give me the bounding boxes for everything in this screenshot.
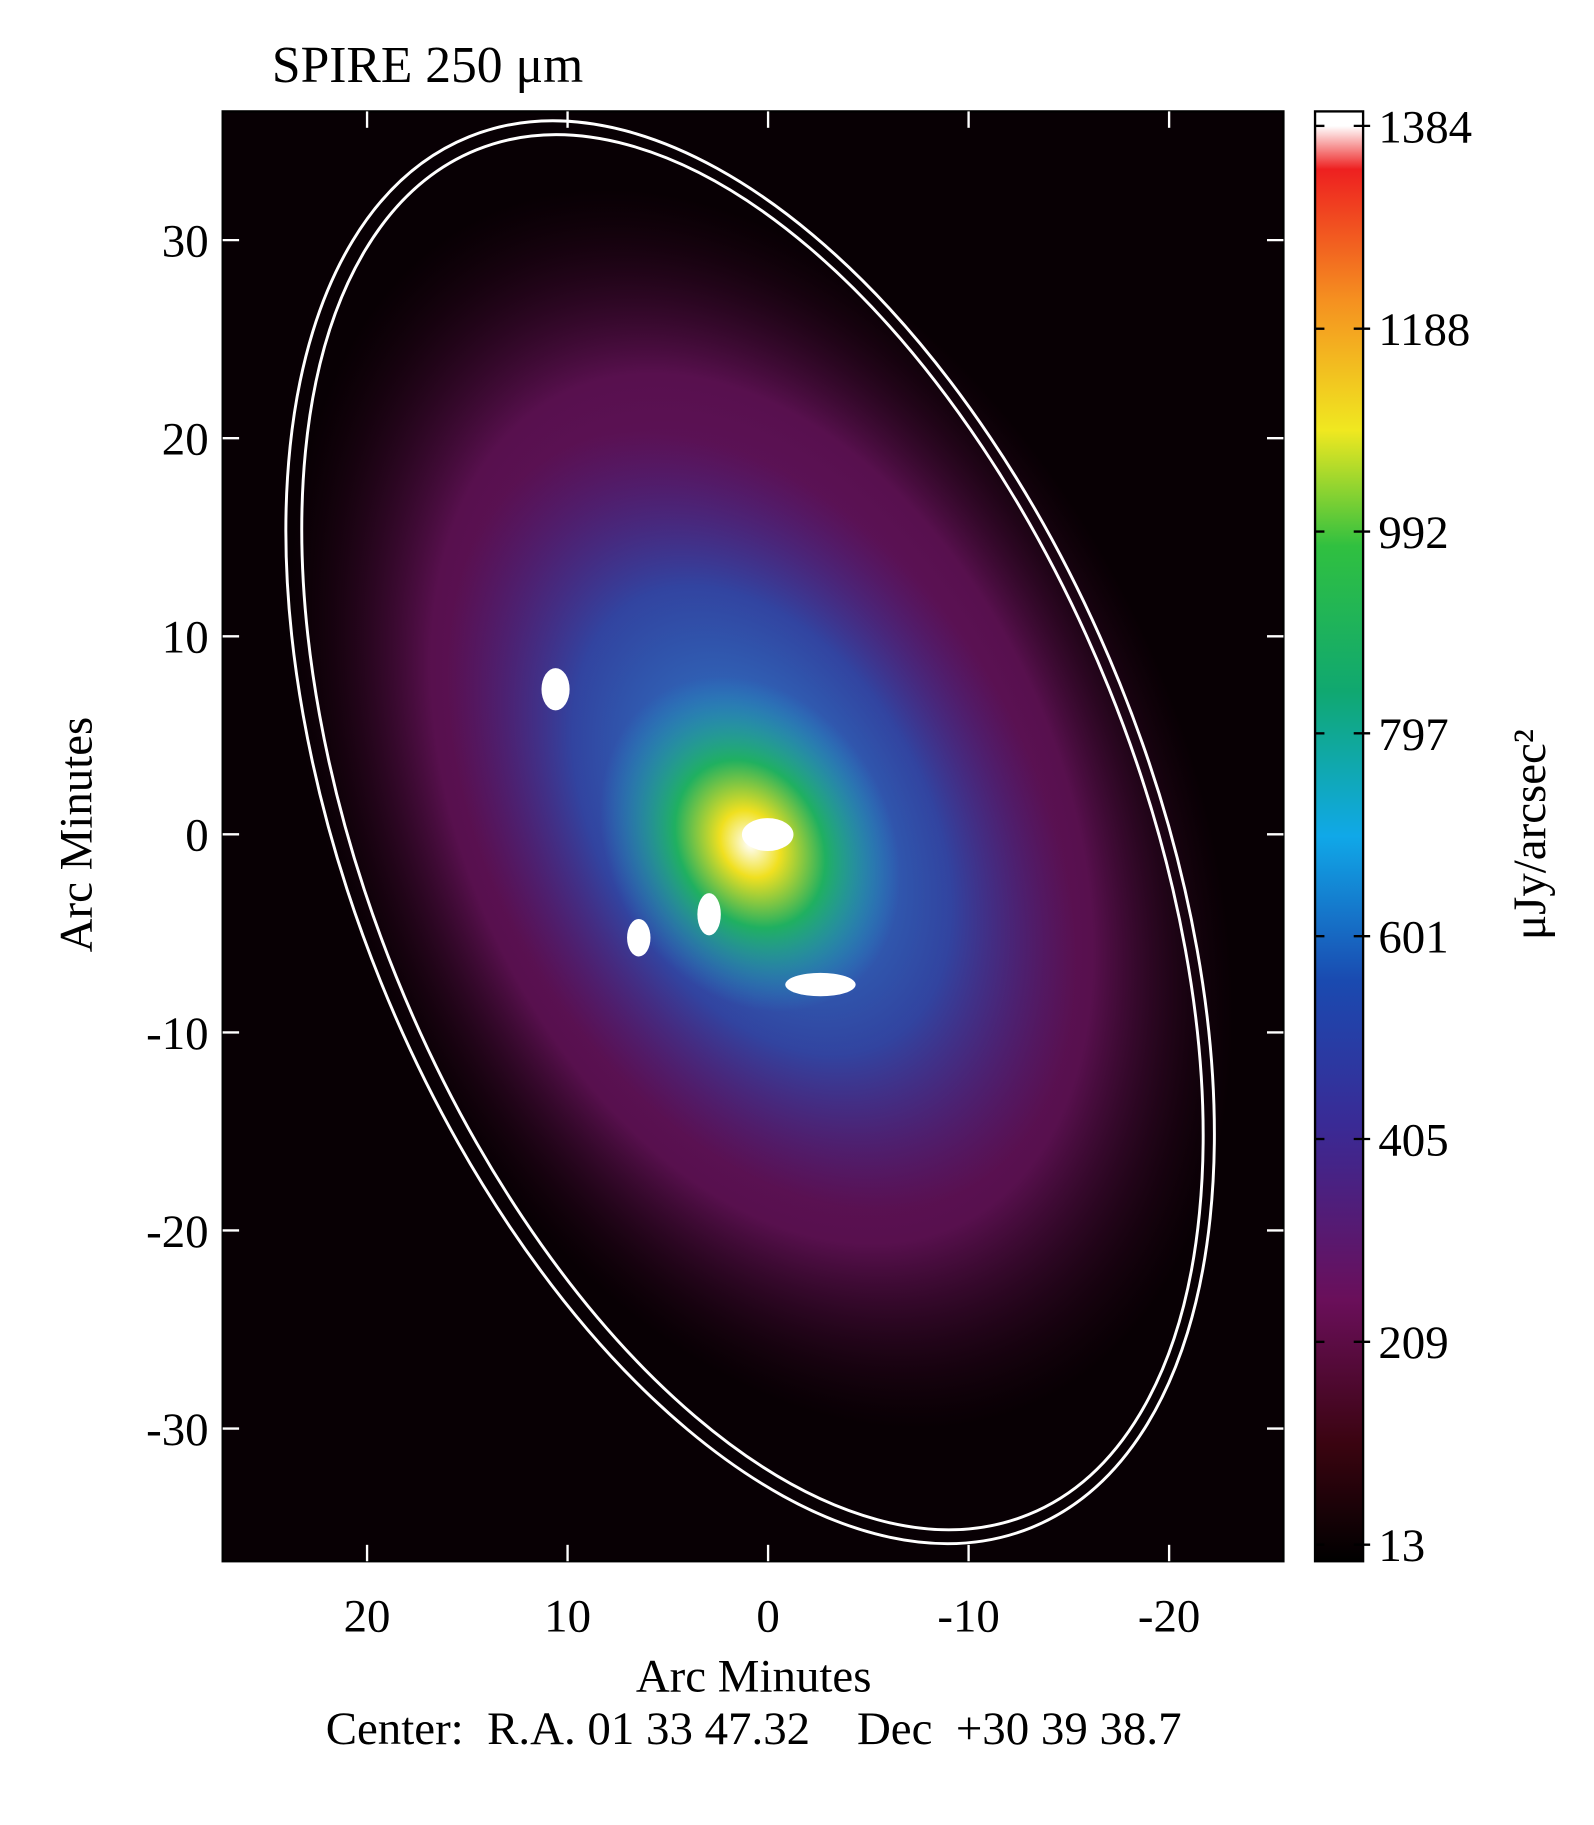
colorbar-tick-label: 992: [1378, 507, 1448, 559]
colorbar-tick-label: 1188: [1378, 304, 1470, 356]
chart-title: SPIRE 250 μm: [272, 37, 583, 94]
x-tick-label: -10: [937, 1591, 1000, 1643]
x-tick-label: 20: [344, 1591, 391, 1643]
y-tick-label: 20: [162, 414, 209, 466]
x-axis-label: Arc Minutes: [636, 1650, 872, 1702]
y-tick-label: -20: [146, 1206, 209, 1258]
footer: Center: R.A. 01 33 47.32 Dec +30 39 38.7: [326, 1703, 1182, 1755]
x-tick-label: 0: [756, 1591, 779, 1643]
colorbar-tick-label: 797: [1378, 709, 1448, 761]
colorbar: [1313, 110, 1365, 1563]
y-axis-label: Arc Minutes: [50, 717, 102, 953]
x-tick-label: 10: [544, 1591, 591, 1643]
y-tick-label: 0: [185, 810, 208, 862]
x-tick-label: -20: [1138, 1591, 1201, 1643]
colorbar-tick-label: 601: [1378, 912, 1448, 964]
y-tick-label: 10: [162, 612, 209, 664]
plot-frame: [221, 110, 1285, 1563]
colorbar-label: μJy/arcsec²: [1504, 729, 1556, 940]
y-tick-label: -10: [146, 1008, 209, 1060]
colorbar-tick-label: 209: [1378, 1317, 1448, 1369]
colorbar-tick-label: 405: [1378, 1114, 1448, 1166]
colorbar-tick-label: 13: [1378, 1520, 1425, 1572]
image: [222, 111, 1284, 1562]
colorbar-tick-label: 1384: [1378, 101, 1472, 153]
y-tick-label: 30: [162, 216, 209, 268]
y-tick-label: -30: [146, 1404, 209, 1456]
